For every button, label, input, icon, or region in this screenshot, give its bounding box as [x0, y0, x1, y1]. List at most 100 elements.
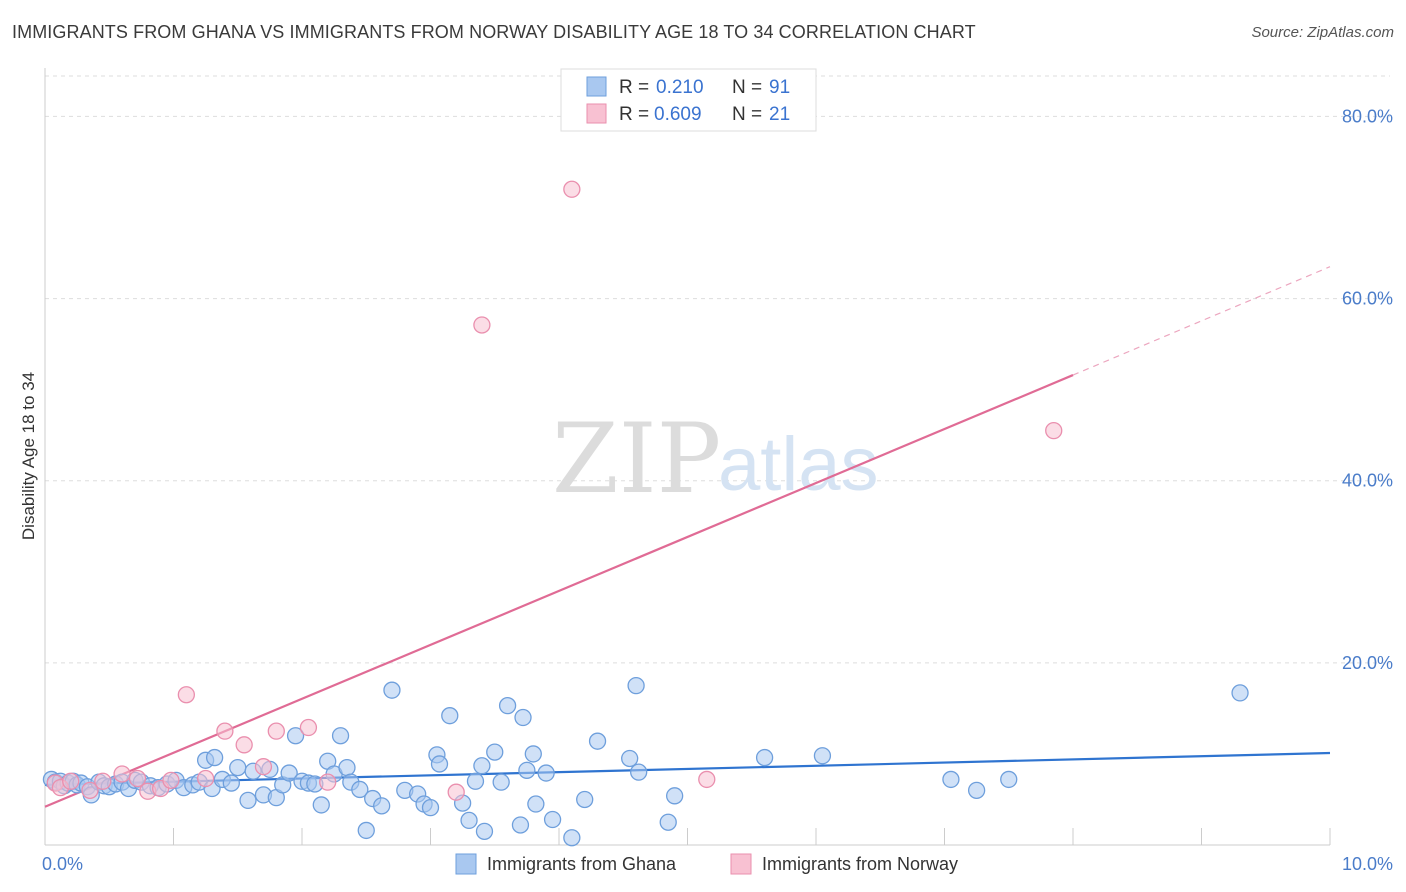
legend-swatch-norway — [586, 103, 607, 124]
legend-swatch-ghana — [586, 76, 607, 97]
point-ghana-80 — [630, 763, 648, 781]
gridlines — [45, 75, 1390, 664]
point-ghana-68 — [511, 816, 530, 834]
legend-r-value-ghana: 0.210 — [656, 77, 704, 98]
point-ghana-51 — [373, 797, 391, 815]
legend-n-value-ghana: 91 — [769, 77, 790, 98]
bottom-legend: Immigrants from Ghana Immigrants from No… — [455, 853, 958, 875]
point-ghana-48 — [351, 780, 369, 799]
legend-r-label-ghana: R = — [619, 77, 649, 98]
point-norway-15 — [267, 722, 285, 740]
point-ghana-56 — [421, 799, 440, 817]
watermark-zip: ZIP — [552, 403, 721, 515]
point-ghana-78 — [621, 749, 639, 768]
point-norway-11 — [196, 769, 215, 788]
source-label: Source: ZipAtlas.com — [1251, 24, 1394, 41]
data-points — [42, 180, 1249, 847]
point-norway-21 — [698, 770, 716, 789]
bottom-legend-label-norway: Immigrants from Norway — [762, 854, 958, 874]
point-norway-14 — [254, 758, 273, 776]
legend-n-label-ghana: N = — [732, 77, 762, 98]
point-ghana-70 — [518, 761, 536, 779]
point-norway-4 — [94, 772, 112, 790]
point-ghana-63 — [473, 757, 491, 775]
point-ghana-85 — [942, 770, 960, 789]
watermark-atlas: atlas — [718, 422, 879, 507]
bottom-legend-swatch-norway — [730, 853, 752, 875]
y-tick-label-40: 40.0% — [1342, 471, 1393, 491]
trend-line-extension-norway — [1072, 266, 1331, 376]
point-ghana-65 — [486, 743, 504, 761]
point-ghana-29 — [222, 774, 240, 792]
chart-title: IMMIGRANTS FROM GHANA VS IMMIGRANTS FROM… — [12, 22, 976, 42]
point-ghana-42 — [312, 796, 330, 814]
axes — [44, 68, 1331, 846]
point-norway-20 — [473, 316, 491, 334]
point-norway-6 — [128, 769, 147, 788]
trend-line-ghana — [44, 751, 1331, 786]
point-ghana-74 — [543, 810, 562, 829]
point-ghana-84 — [813, 747, 832, 765]
point-ghana-66 — [492, 773, 510, 791]
tick-labels: 20.0% 40.0% 60.0% 80.0% 0.0% 10.0% — [42, 106, 1393, 874]
point-ghana-45 — [331, 727, 350, 745]
point-norway-18 — [447, 783, 465, 801]
point-ghana-83 — [755, 748, 774, 767]
point-norway-10 — [177, 686, 196, 704]
legend-r-value-norway: 0.609 — [654, 104, 702, 125]
point-norway-17 — [319, 773, 337, 791]
point-norway-3 — [81, 781, 99, 800]
point-ghana-59 — [441, 707, 459, 725]
point-ghana-71 — [524, 745, 542, 763]
point-ghana-61 — [460, 811, 478, 830]
point-norway-13 — [235, 736, 253, 754]
legend: R = 0.210 N = 91 R = 0.609 N = 21 — [560, 68, 817, 132]
point-ghana-81 — [659, 813, 677, 831]
point-norway-16 — [299, 718, 318, 737]
point-norway-5 — [113, 765, 131, 783]
bottom-legend-swatch-ghana — [455, 853, 477, 875]
point-ghana-88 — [1231, 684, 1249, 702]
y-axis-label: Disability Age 18 to 34 — [19, 372, 38, 540]
point-ghana-76 — [576, 790, 594, 809]
point-ghana-38 — [286, 727, 305, 745]
point-norway-2 — [62, 772, 80, 790]
y-tick-label-20: 20.0% — [1342, 653, 1393, 673]
bottom-legend-label-ghana: Immigrants from Ghana — [487, 854, 677, 874]
trend-line-norway — [44, 374, 1074, 808]
point-ghana-31 — [239, 791, 257, 810]
point-ghana-77 — [588, 732, 607, 750]
point-ghana-46 — [338, 758, 356, 777]
legend-n-label-norway: N = — [732, 104, 762, 125]
point-ghana-69 — [514, 708, 532, 727]
point-ghana-58 — [430, 755, 449, 773]
legend-n-value-norway: 21 — [769, 104, 790, 125]
point-ghana-73 — [537, 764, 555, 782]
point-ghana-72 — [527, 795, 545, 813]
point-ghana-64 — [475, 822, 494, 840]
point-ghana-67 — [498, 697, 517, 715]
point-ghana-75 — [563, 829, 581, 847]
point-norway-9 — [162, 771, 180, 789]
point-ghana-27 — [205, 748, 224, 767]
point-ghana-37 — [280, 764, 298, 782]
y-tick-label-60: 60.0% — [1342, 289, 1393, 309]
point-norway-12 — [216, 722, 234, 740]
legend-r-label-norway: R = — [619, 104, 649, 125]
point-ghana-87 — [1000, 770, 1018, 789]
point-ghana-82 — [666, 787, 684, 805]
x-tick-label-max: 10.0% — [1342, 854, 1393, 874]
point-norway-19 — [563, 180, 581, 198]
point-ghana-30 — [229, 758, 247, 777]
trend-lines — [44, 266, 1331, 808]
point-ghana-49 — [357, 821, 375, 840]
point-ghana-86 — [967, 781, 986, 800]
y-tick-label-80: 80.0% — [1342, 106, 1393, 126]
watermark: ZIP atlas — [552, 403, 879, 515]
point-ghana-52 — [383, 681, 401, 699]
x-tick-label-min: 0.0% — [42, 854, 83, 874]
point-ghana-62 — [466, 772, 485, 790]
point-ghana-79 — [627, 676, 645, 695]
point-norway-22 — [1045, 421, 1063, 440]
